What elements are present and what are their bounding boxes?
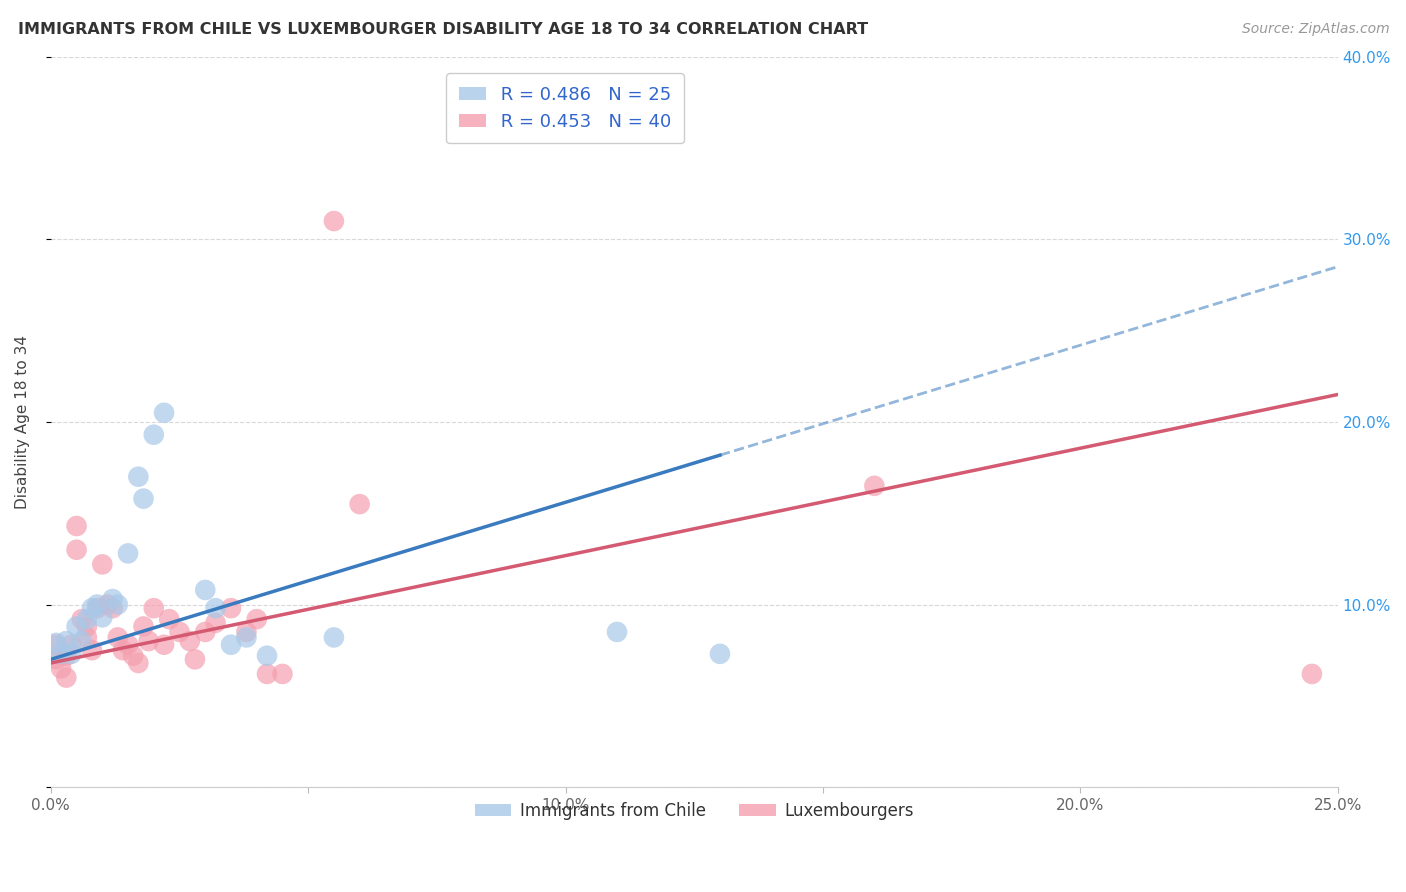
Point <box>55 648 77 663</box>
Point <box>86 601 108 615</box>
Point <box>96 598 118 612</box>
Point <box>1301 667 1323 681</box>
Point <box>86 598 108 612</box>
Point <box>60 647 83 661</box>
Point <box>101 592 124 607</box>
Legend: Immigrants from Chile, Luxembourgers: Immigrants from Chile, Luxembourgers <box>468 795 921 826</box>
Point <box>70 612 93 626</box>
Point <box>101 601 124 615</box>
Point <box>80 601 103 615</box>
Point <box>76 631 98 645</box>
Point <box>219 638 242 652</box>
Point <box>256 648 278 663</box>
Point <box>606 624 628 639</box>
Point <box>142 601 165 615</box>
Point <box>157 612 180 626</box>
Text: IMMIGRANTS FROM CHILE VS LUXEMBOURGER DISABILITY AGE 18 TO 34 CORRELATION CHART: IMMIGRANTS FROM CHILE VS LUXEMBOURGER DI… <box>18 22 869 37</box>
Point <box>65 519 87 533</box>
Point <box>323 214 346 228</box>
Point <box>271 667 294 681</box>
Point <box>76 612 98 626</box>
Point <box>117 546 139 560</box>
Point <box>70 634 93 648</box>
Point <box>194 582 217 597</box>
Point <box>45 638 67 652</box>
Point <box>194 624 217 639</box>
Point <box>55 634 77 648</box>
Point <box>80 643 103 657</box>
Point <box>55 671 77 685</box>
Point <box>107 631 129 645</box>
Point <box>117 638 139 652</box>
Point <box>204 615 226 630</box>
Point <box>179 634 201 648</box>
Point <box>323 631 346 645</box>
Point <box>153 406 176 420</box>
Point <box>709 647 731 661</box>
Point <box>184 652 207 666</box>
Point <box>45 636 67 650</box>
Point <box>111 643 134 657</box>
Point <box>122 648 145 663</box>
Point <box>91 558 114 572</box>
Point <box>107 598 129 612</box>
Point <box>65 542 87 557</box>
Y-axis label: Disability Age 18 to 34: Disability Age 18 to 34 <box>15 334 30 509</box>
Point <box>142 427 165 442</box>
Point <box>204 601 226 615</box>
Point <box>45 652 67 666</box>
Point <box>349 497 371 511</box>
Point <box>246 612 269 626</box>
Point <box>49 661 72 675</box>
Point <box>256 667 278 681</box>
Point <box>91 610 114 624</box>
Point <box>49 647 72 661</box>
Point <box>76 619 98 633</box>
Point <box>132 619 155 633</box>
Point <box>65 619 87 633</box>
Point <box>127 469 149 483</box>
Point <box>235 631 257 645</box>
Point <box>169 624 191 639</box>
Point <box>219 601 242 615</box>
Point <box>132 491 155 506</box>
Point <box>235 624 257 639</box>
Point <box>153 638 176 652</box>
Point <box>127 656 149 670</box>
Text: Source: ZipAtlas.com: Source: ZipAtlas.com <box>1241 22 1389 37</box>
Point <box>138 634 160 648</box>
Point <box>863 479 886 493</box>
Point <box>60 638 83 652</box>
